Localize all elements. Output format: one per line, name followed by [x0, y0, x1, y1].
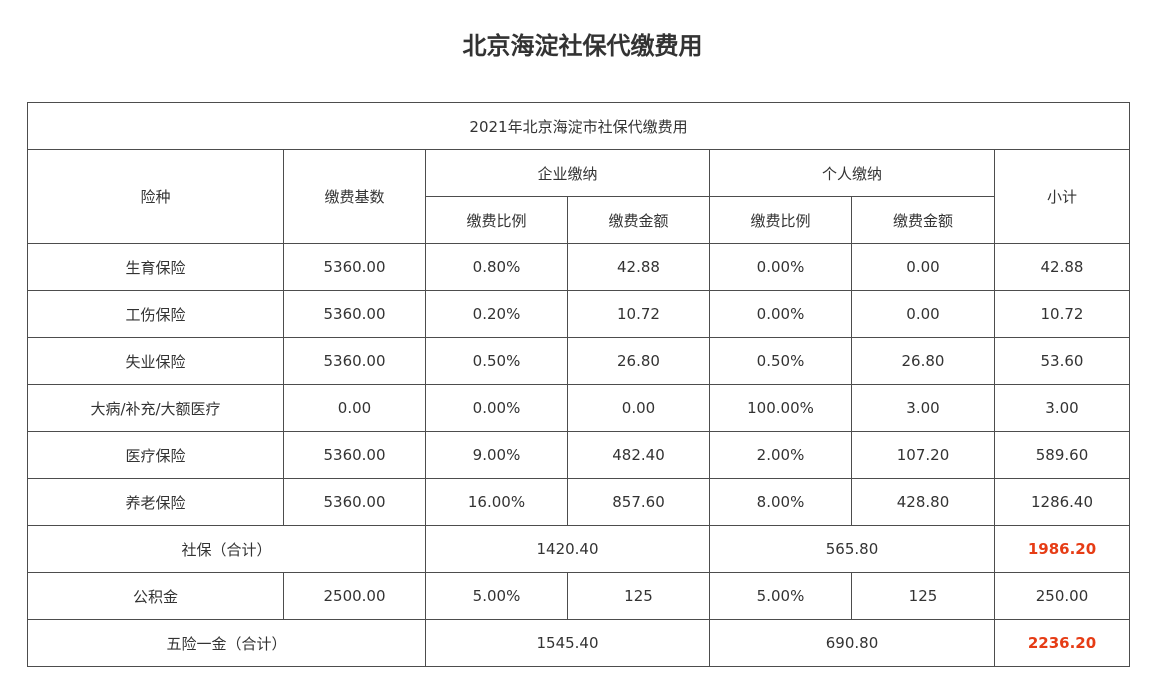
row-enterprise-rate: 0.00% [425, 384, 568, 432]
table-row: 失业保险 5360.00 0.50% 26.80 0.50% 26.80 53.… [27, 337, 1130, 385]
row-personal-amount: 428.80 [851, 478, 995, 526]
row-base: 5360.00 [283, 243, 426, 291]
grand-total-row: 五险一金（合计） 1545.40 690.80 2236.20 [27, 619, 1130, 667]
row-subtotal: 42.88 [994, 243, 1130, 291]
row-enterprise-amount: 42.88 [567, 243, 710, 291]
row-personal-rate: 0.00% [709, 243, 852, 291]
table-row: 大病/补充/大额医疗 0.00 0.00% 0.00 100.00% 3.00 … [27, 384, 1130, 432]
row-base: 5360.00 [283, 431, 426, 479]
social-total-label: 社保（合计） [27, 525, 426, 573]
row-enterprise-rate: 0.50% [425, 337, 568, 385]
row-enterprise-rate: 16.00% [425, 478, 568, 526]
header-row-1: 险种 缴费基数 企业缴纳 个人缴纳 小计 [27, 149, 1130, 244]
social-total-enterprise: 1420.40 [425, 525, 710, 573]
header-personal: 个人缴纳 [709, 149, 995, 197]
row-name: 失业保险 [27, 337, 284, 385]
header-row-2: 缴费比例 缴费金额 缴费比例 缴费金额 [28, 196, 1130, 244]
row-personal-rate: 100.00% [709, 384, 852, 432]
row-subtotal: 589.60 [994, 431, 1130, 479]
header-enterprise: 企业缴纳 [425, 149, 710, 197]
grand-total-personal: 690.80 [709, 619, 995, 667]
header-base: 缴费基数 [283, 149, 426, 244]
row-enterprise-amount: 857.60 [567, 478, 710, 526]
row-name: 生育保险 [27, 243, 284, 291]
row-subtotal: 10.72 [994, 290, 1130, 338]
social-total-row: 社保（合计） 1420.40 565.80 1986.20 [27, 525, 1130, 573]
row-enterprise-amount: 0.00 [567, 384, 710, 432]
row-personal-rate: 2.00% [709, 431, 852, 479]
page-title: 北京海淀社保代缴费用 [462, 32, 703, 60]
row-subtotal: 53.60 [994, 337, 1130, 385]
housing-fund-row: 公积金 2500.00 5.00% 125 5.00% 125 250.00 [27, 572, 1130, 620]
row-subtotal: 3.00 [994, 384, 1130, 432]
row-enterprise-rate: 0.20% [425, 290, 568, 338]
header-personal-rate: 缴费比例 [709, 196, 852, 244]
table-row: 工伤保险 5360.00 0.20% 10.72 0.00% 0.00 10.7… [27, 290, 1130, 338]
row-name: 工伤保险 [27, 290, 284, 338]
row-personal-amount: 3.00 [851, 384, 995, 432]
row-base: 5360.00 [283, 290, 426, 338]
row-personal-amount: 0.00 [851, 243, 995, 291]
table-row: 生育保险 5360.00 0.80% 42.88 0.00% 0.00 42.8… [27, 243, 1130, 291]
row-personal-rate: 8.00% [709, 478, 852, 526]
grand-total-subtotal: 2236.20 [994, 619, 1130, 667]
grand-total-label: 五险一金（合计） [27, 619, 426, 667]
row-personal-rate: 0.50% [709, 337, 852, 385]
row-subtotal: 1286.40 [994, 478, 1130, 526]
row-enterprise-rate: 9.00% [425, 431, 568, 479]
housing-fund-personal-amount: 125 [851, 572, 995, 620]
table-row: 养老保险 5360.00 16.00% 857.60 8.00% 428.80 … [27, 478, 1130, 526]
row-name: 养老保险 [27, 478, 284, 526]
row-enterprise-amount: 10.72 [567, 290, 710, 338]
row-base: 0.00 [283, 384, 426, 432]
housing-fund-personal-rate: 5.00% [709, 572, 852, 620]
header-subtotal: 小计 [994, 149, 1130, 244]
row-base: 5360.00 [283, 478, 426, 526]
table-caption: 2021年北京海淀市社保代缴费用 [27, 102, 1130, 150]
row-name: 大病/补充/大额医疗 [27, 384, 284, 432]
grand-total-enterprise: 1545.40 [425, 619, 710, 667]
row-name: 医疗保险 [27, 431, 284, 479]
row-enterprise-amount: 482.40 [567, 431, 710, 479]
social-security-fee-table: 2021年北京海淀市社保代缴费用 险种 缴费基数 企业缴纳 个人缴纳 小计 缴费… [27, 102, 1130, 667]
social-total-subtotal: 1986.20 [994, 525, 1130, 573]
row-personal-amount: 26.80 [851, 337, 995, 385]
housing-fund-base: 2500.00 [283, 572, 426, 620]
row-enterprise-rate: 0.80% [425, 243, 568, 291]
row-personal-amount: 0.00 [851, 290, 995, 338]
row-base: 5360.00 [283, 337, 426, 385]
row-personal-rate: 0.00% [709, 290, 852, 338]
header-insurance-type: 险种 [27, 149, 284, 244]
row-enterprise-amount: 26.80 [567, 337, 710, 385]
table-row: 医疗保险 5360.00 9.00% 482.40 2.00% 107.20 5… [27, 431, 1130, 479]
table-caption-row: 2021年北京海淀市社保代缴费用 [27, 102, 1130, 150]
header-enterprise-amount: 缴费金额 [567, 196, 710, 244]
housing-fund-enterprise-amount: 125 [567, 572, 710, 620]
social-total-personal: 565.80 [709, 525, 995, 573]
header-enterprise-rate: 缴费比例 [425, 196, 568, 244]
row-personal-amount: 107.20 [851, 431, 995, 479]
housing-fund-subtotal: 250.00 [994, 572, 1130, 620]
header-personal-amount: 缴费金额 [851, 196, 995, 244]
housing-fund-enterprise-rate: 5.00% [425, 572, 568, 620]
housing-fund-name: 公积金 [27, 572, 284, 620]
